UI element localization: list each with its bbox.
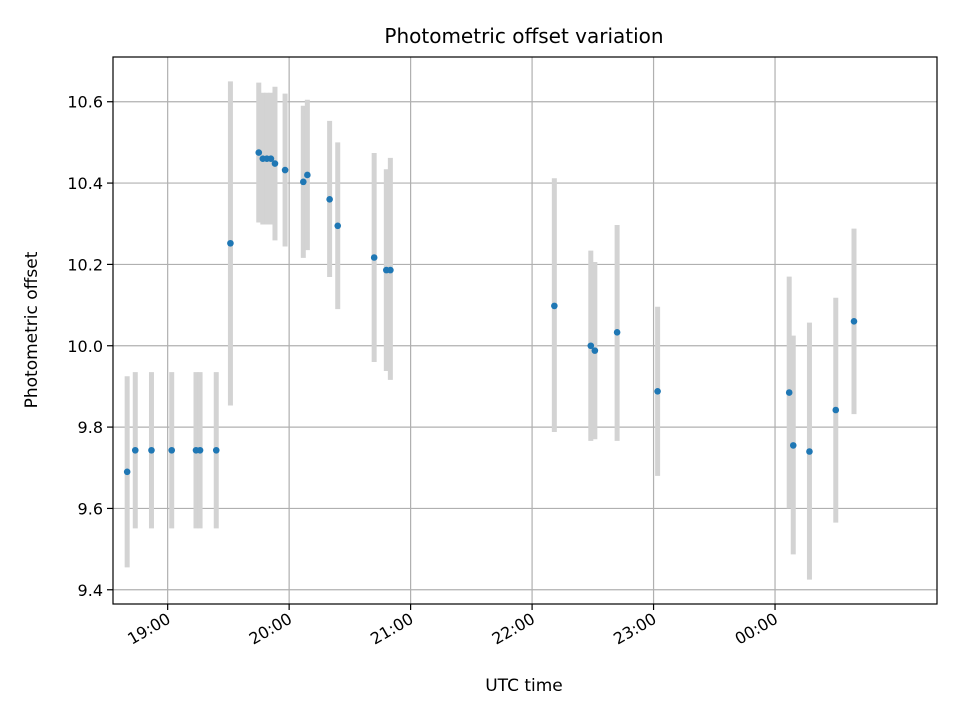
y-tick-label: 10.2: [67, 255, 103, 274]
grid: [113, 57, 937, 604]
y-tick-label: 9.8: [78, 418, 103, 437]
data-point: [196, 446, 204, 454]
y-tick-label: 9.6: [78, 499, 103, 518]
data-points: [123, 149, 858, 476]
data-point: [785, 389, 793, 396]
data-point: [304, 171, 311, 179]
data-point: [281, 166, 289, 174]
y-tick-label: 9.4: [78, 581, 103, 600]
data-point: [806, 448, 813, 455]
plot-area-frame: [112, 56, 938, 605]
data-point: [370, 254, 378, 261]
y-tick-label: 10.0: [67, 337, 103, 356]
data-point: [832, 406, 840, 414]
x-axis-label: UTC time: [485, 676, 563, 696]
data-point: [850, 318, 858, 325]
data-point: [326, 196, 333, 203]
data-point: [212, 446, 220, 454]
y-axis: 9.4 9.6 9.8 10.0 10.2 10.4 10.6: [67, 93, 113, 600]
data-point: [300, 178, 307, 186]
y-tick-label: 10.6: [67, 93, 103, 112]
data-point: [267, 155, 275, 162]
y-tick-label: 10.4: [67, 174, 103, 193]
data-point: [654, 388, 661, 395]
data-point: [551, 302, 558, 310]
data-point: [613, 329, 621, 336]
data-point: [271, 160, 279, 167]
data-point: [255, 149, 263, 156]
data-point: [123, 468, 131, 476]
data-point: [789, 442, 797, 449]
chart-title: Photometric offset variation: [384, 24, 663, 48]
data-point: [227, 239, 234, 247]
data-point: [591, 347, 599, 354]
data-point: [168, 446, 176, 454]
data-point: [131, 446, 139, 454]
data-point: [387, 266, 394, 274]
y-axis-label: Photometric offset: [22, 251, 42, 408]
data-point: [148, 446, 155, 454]
data-point: [587, 342, 595, 350]
data-point: [334, 222, 342, 230]
